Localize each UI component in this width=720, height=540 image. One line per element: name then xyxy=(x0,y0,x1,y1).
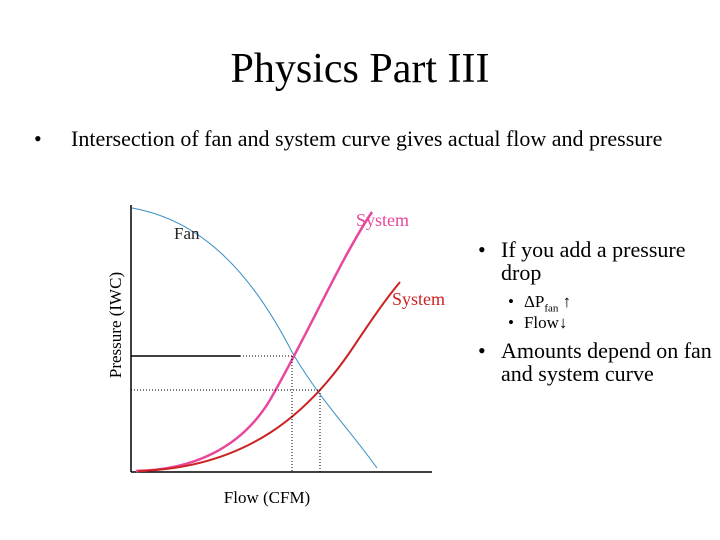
x-axis-label: Flow (CFM) xyxy=(224,488,310,507)
bullet-dot: • xyxy=(508,292,514,311)
down-arrow-icon: ↓ xyxy=(558,313,568,332)
fan-curve xyxy=(131,207,378,469)
slide-title: Physics Part III xyxy=(230,46,490,92)
bullet-dot: • xyxy=(478,237,486,262)
system-curve-original xyxy=(137,281,401,472)
fan-label: Fan xyxy=(174,224,200,243)
side-bullet-amounts: • Amounts depend on fan and system curve xyxy=(478,339,718,385)
bullet-dot: • xyxy=(508,313,514,332)
side-bullet-text: If you add a pressure drop xyxy=(501,237,686,285)
side-bullet-pressure-drop: • If you add a pressure drop xyxy=(478,238,718,284)
y-axis-label: Pressure (IWC) xyxy=(106,272,125,378)
system-original-label: System xyxy=(392,289,445,309)
system-new-label: System xyxy=(356,210,409,230)
side-bullet-text: Amounts depend on fan and system curve xyxy=(501,338,712,386)
system-curve-new xyxy=(135,211,374,473)
up-arrow-icon: ↑ xyxy=(562,292,572,311)
bullet-dot: • xyxy=(34,126,42,151)
main-bullet: • Intersection of fan and system curve g… xyxy=(34,127,674,151)
flow-text: Flow xyxy=(523,313,559,332)
sub-bullet-flow: • Flow↓ xyxy=(508,313,567,333)
sub-bullet-delta-p: • ΔPfan ↑ xyxy=(508,292,571,318)
main-bullet-text: Intersection of fan and system curve giv… xyxy=(71,126,663,151)
delta-p-symbol: ΔP xyxy=(523,292,545,311)
delta-p-subscript: fan xyxy=(544,302,559,315)
bullet-dot: • xyxy=(478,338,486,363)
